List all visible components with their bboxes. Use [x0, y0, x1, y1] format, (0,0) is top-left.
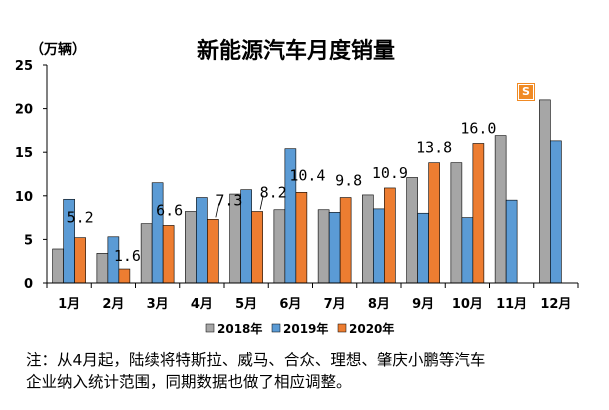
- x-tick-label: 10月: [452, 297, 483, 312]
- y-tick-label: 15: [15, 146, 33, 161]
- legend-label-2019年: 2019年: [283, 321, 328, 336]
- bar-2019年-3月: [151, 182, 164, 284]
- bar-2020年-7月: [339, 197, 352, 284]
- x-tick-label: 1月: [58, 297, 80, 312]
- y-tick-label: 20: [15, 103, 33, 118]
- legend: 2018年 2019年 2020年: [205, 321, 394, 336]
- bar-2018年-6月: [273, 209, 286, 284]
- data-label-10月: 16.0: [460, 119, 496, 137]
- data-label-6月: 10.4: [289, 166, 325, 184]
- x-tick-label: 7月: [324, 297, 346, 312]
- bar-2018年-1月: [52, 248, 64, 284]
- footnote-line-1: 注：从4月起，陆续将特斯拉、威马、合众、理想、肇庆小鹏等汽车: [26, 351, 486, 369]
- bar-2018年-11月: [494, 135, 507, 284]
- data-label-7月: 9.8: [335, 172, 362, 190]
- watermark-letter: S: [519, 85, 533, 99]
- leader-line: [215, 203, 220, 218]
- bar-2020年-4月: [207, 219, 219, 284]
- y-tick-label: 5: [24, 233, 33, 248]
- legend-swatch-2019年: [271, 323, 281, 333]
- data-label-5月: 8.2: [260, 183, 287, 201]
- bar-2020年-6月: [295, 192, 308, 284]
- footnote-line-2: 企业纳入统计范围，同期数据也做了相应调整。: [26, 373, 352, 391]
- bar-2018年-4月: [185, 211, 197, 284]
- x-tick-label: 4月: [191, 297, 213, 312]
- y-tick-label: 10: [15, 190, 33, 205]
- chart-title: 新能源汽车月度销量: [197, 38, 395, 64]
- x-tick-label: 12月: [540, 297, 571, 312]
- bar-2019年-12月: [550, 140, 562, 284]
- x-tick-label: 3月: [147, 297, 169, 312]
- bar-2020年-9月: [428, 162, 440, 284]
- data-labels: 5.2 1.6 6.6 7.3 8.210.4 9.8 10.9 13.8 16.0: [67, 119, 497, 265]
- footnote: 注：从4月起，陆续将特斯拉、威马、合众、理想、肇庆小鹏等汽车 企业纳入统计范围，…: [26, 349, 601, 393]
- x-axis: 1月 2月 3月 4月 5月 6月 7月 8月 9月 10月 11月 12月: [46, 282, 579, 312]
- legend-swatch-2020年: [337, 323, 347, 333]
- legend-swatch-2018年: [205, 323, 215, 333]
- y-tick-label: 0: [24, 277, 33, 292]
- x-tick-label: 5月: [235, 297, 257, 312]
- leader-line: [259, 195, 264, 210]
- x-tick-label: 8月: [368, 297, 390, 312]
- x-tick-label: 9月: [412, 297, 434, 312]
- bar-2018年-7月: [317, 209, 330, 284]
- bar-2020年-3月: [162, 225, 175, 284]
- data-label-1月: 5.2: [67, 209, 94, 227]
- bar-2018年-3月: [140, 223, 153, 284]
- x-tick-label: 2月: [102, 297, 124, 312]
- y-axis: 0 5 10 15 20 25: [15, 59, 48, 292]
- bar-2019年-9月: [417, 212, 429, 284]
- data-label-2月: 1.6: [114, 247, 141, 265]
- bar-2019年-10月: [461, 217, 474, 284]
- bar-2020年-5月: [251, 211, 263, 284]
- bar-2019年-7月: [328, 212, 341, 284]
- leader-lines: [215, 195, 264, 218]
- data-label-3月: 6.6: [156, 201, 183, 219]
- legend-label-2020年: 2020年: [349, 321, 394, 336]
- bar-2019年-8月: [373, 208, 385, 284]
- x-tick-label: 6月: [279, 297, 301, 312]
- bar-2019年-11月: [505, 199, 518, 284]
- y-tick-label: 25: [15, 59, 33, 74]
- bar-2020年-2月: [118, 268, 131, 284]
- watermark-logo: S: [517, 83, 535, 101]
- unit-label: （万辆）: [30, 41, 86, 58]
- bar-2020年-10月: [472, 143, 485, 284]
- bar-2018年-8月: [362, 194, 374, 284]
- bar-2020年-8月: [384, 187, 396, 284]
- bar-2020年-1月: [74, 237, 86, 284]
- data-label-4月: 7.3: [215, 191, 242, 209]
- legend-label-2018年: 2018年: [217, 321, 262, 336]
- bar-2018年-10月: [450, 162, 463, 284]
- data-label-9月: 13.8: [416, 139, 452, 157]
- bar-2018年-9月: [406, 177, 418, 284]
- x-tick-label: 11月: [496, 297, 527, 312]
- bar-2019年-4月: [196, 197, 208, 284]
- bars: [52, 99, 562, 284]
- data-label-8月: 10.9: [372, 164, 408, 182]
- bar-2018年-12月: [539, 99, 551, 284]
- bar-2018年-2月: [96, 253, 109, 284]
